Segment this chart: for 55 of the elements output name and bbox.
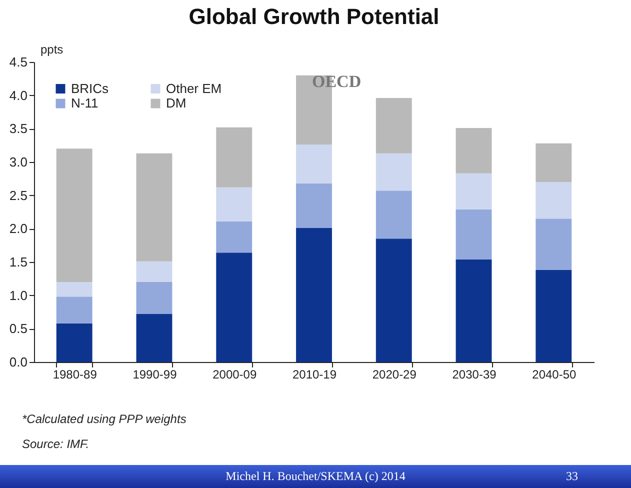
bar [376,98,412,154]
bar [216,252,252,362]
y-axis-title: ppts [40,42,64,56]
text: Michel H. Bouchet/SKEMA (c) 2014 [226,469,406,483]
x-tick-label: 1990-99 [132,368,178,382]
bar [536,182,572,219]
legend-label: BRICs [71,80,110,96]
bar [216,187,252,222]
bar [296,228,332,362]
bar [456,259,492,362]
text: *Calculated using PPP weights [22,412,186,426]
bar [536,270,572,362]
y-tick-label: 4.5 [9,54,28,70]
y-tick-label: 2.0 [9,221,28,236]
x-tick-label: 2040-50 [532,368,576,382]
source-note: Source: IMF. [22,437,90,451]
y-tick-label: 1.5 [9,254,28,270]
bar [136,261,172,282]
x-tick-label: 2020-29 [372,368,417,382]
y-tick-label: 3.0 [9,154,28,170]
bar [56,296,92,324]
bar [56,323,92,362]
bar [376,153,412,191]
x-tick-label: 2030-39 [452,368,497,382]
annotation: OECD [312,72,362,92]
bar [456,128,492,174]
bar [216,127,252,188]
bar [136,282,172,314]
bar [536,143,572,182]
y-tick-label: 2.5 [9,188,28,203]
bar [296,144,332,184]
bar [136,314,172,362]
bar [136,153,172,262]
y-tick-label: 0.0 [9,354,28,370]
text: 33 [566,469,578,484]
bar [216,221,252,253]
bar [56,282,92,297]
bar [456,173,492,210]
x-tick-label: 2000-09 [212,368,257,382]
x-tick-label: 2010-19 [292,368,337,382]
legend-label: Other EM [166,80,222,96]
legend-label: DM [166,96,186,110]
bar [456,209,492,260]
bar [296,183,332,228]
legend-label: N-11 [71,96,98,110]
x-tick-label: 1980-89 [52,368,98,382]
y-tick-label: 4.0 [9,88,28,103]
bar [376,190,412,239]
bar [536,218,572,270]
bar [376,238,412,362]
chart-title: Global Growth Potential [188,4,440,29]
y-tick-label: 3.5 [9,121,28,136]
y-tick-label: 1.0 [9,288,28,303]
bar [56,148,92,282]
y-tick-label: 0.5 [9,321,28,336]
